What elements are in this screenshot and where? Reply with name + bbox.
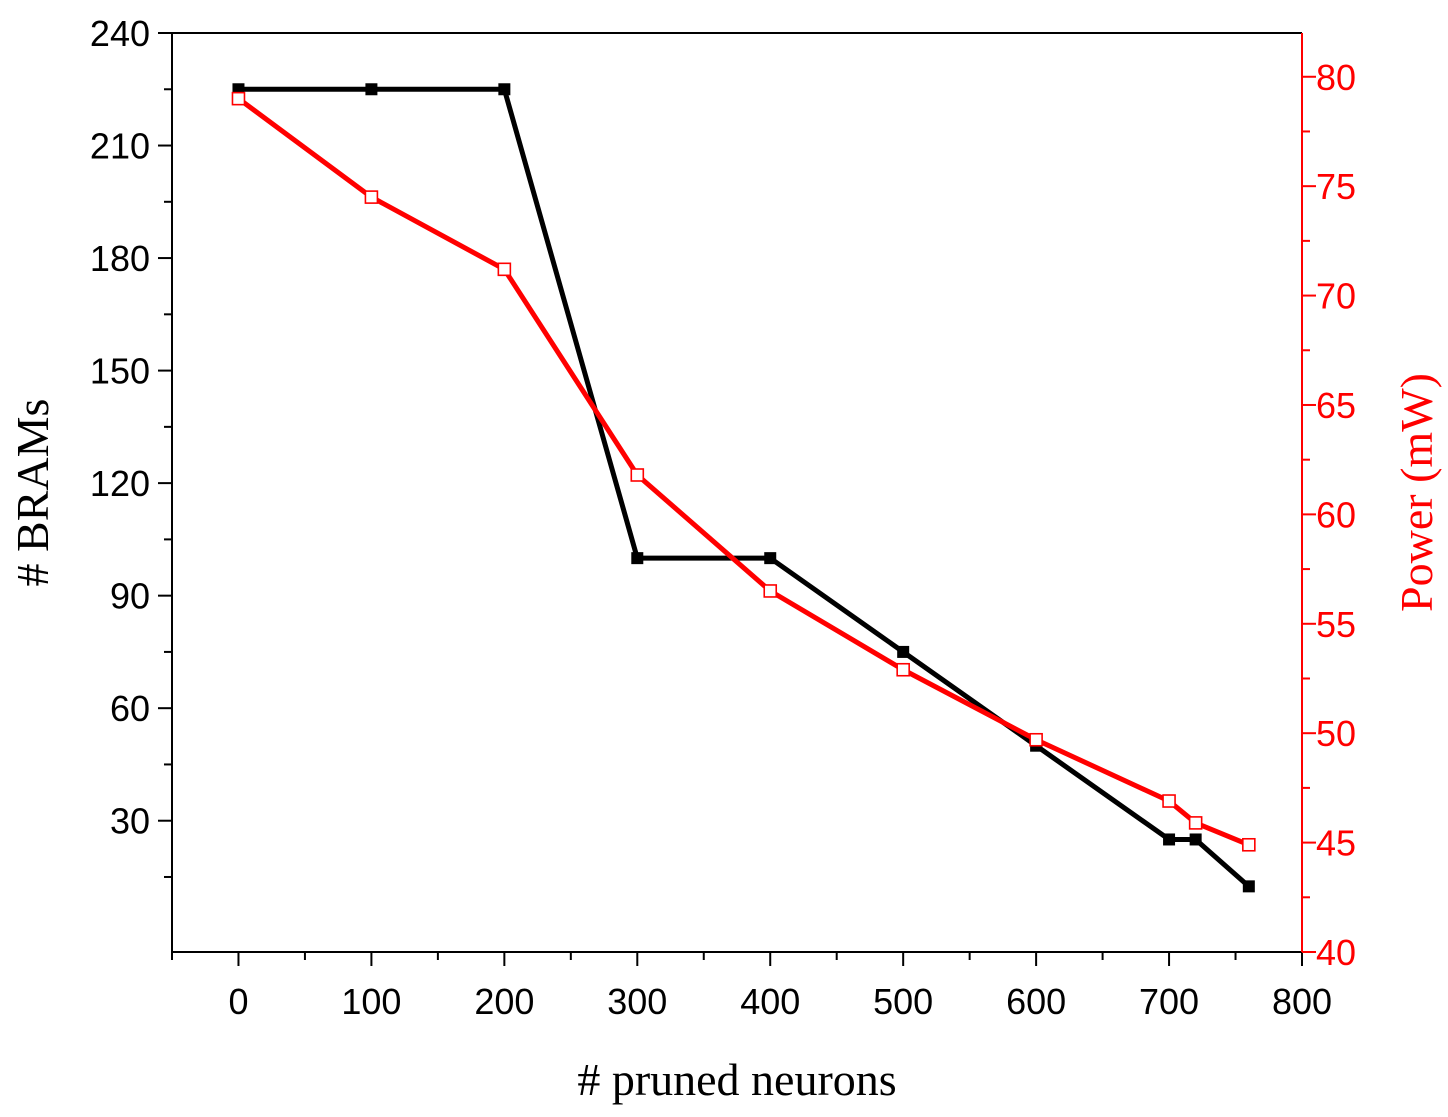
y2-tick-label: 50 bbox=[1316, 713, 1356, 754]
x-tick-label: 500 bbox=[873, 981, 933, 1022]
y2-tick-label: 45 bbox=[1316, 823, 1356, 864]
y-tick-label: 180 bbox=[90, 238, 150, 279]
series-brams bbox=[232, 83, 1255, 893]
y-tick-label: 30 bbox=[110, 801, 150, 842]
y-tick-label: 150 bbox=[90, 351, 150, 392]
power-point bbox=[630, 468, 645, 482]
y2-tick-label: 40 bbox=[1316, 932, 1356, 973]
brams-point bbox=[498, 83, 511, 96]
x-tick-label: 100 bbox=[341, 981, 401, 1022]
y2-tick-label: 70 bbox=[1316, 276, 1356, 317]
brams-point bbox=[897, 645, 910, 658]
power-point bbox=[1188, 816, 1203, 830]
x-tick-label: 600 bbox=[1006, 981, 1066, 1022]
x-axis: 0 100 200 300 400 500 600 700 800 bbox=[171, 952, 1332, 1022]
power-point bbox=[364, 190, 379, 204]
x-tick-label: 200 bbox=[474, 981, 534, 1022]
y2-tick-label: 80 bbox=[1316, 57, 1356, 98]
y-axis-right: 40 45 50 55 60 65 70 75 80 bbox=[1302, 57, 1356, 973]
x-tick-label: 800 bbox=[1272, 981, 1332, 1022]
power-line bbox=[236, 96, 1250, 848]
y2-tick-label: 60 bbox=[1316, 494, 1356, 535]
brams-line bbox=[238, 86, 1251, 889]
y-axis-left: 30 60 90 120 150 180 210 240 bbox=[90, 13, 172, 878]
x-axis-title: # pruned neurons bbox=[577, 1054, 896, 1105]
y2-tick-label: 65 bbox=[1316, 385, 1356, 426]
x-tick-label: 300 bbox=[607, 981, 667, 1022]
power-point bbox=[1162, 794, 1176, 808]
y2-tick-label: 75 bbox=[1316, 166, 1356, 207]
y-axis-title-left: # BRAMs bbox=[7, 399, 58, 587]
brams-point bbox=[631, 552, 644, 565]
power-point bbox=[231, 91, 246, 106]
x-tick-label: 400 bbox=[740, 981, 800, 1022]
y2-tick-label: 55 bbox=[1316, 604, 1356, 645]
brams-point bbox=[1242, 880, 1255, 893]
y-tick-label: 90 bbox=[110, 576, 150, 617]
y-tick-label: 210 bbox=[90, 126, 150, 167]
y-tick-label: 240 bbox=[90, 13, 150, 54]
power-point bbox=[896, 662, 910, 677]
power-point bbox=[497, 262, 512, 277]
series-power bbox=[231, 91, 1256, 852]
y-tick-label: 60 bbox=[110, 688, 150, 729]
power-point bbox=[1029, 732, 1043, 747]
brams-point bbox=[1189, 833, 1202, 846]
brams-point bbox=[764, 552, 777, 565]
x-tick-label: 700 bbox=[1139, 981, 1199, 1022]
brams-point bbox=[365, 83, 378, 96]
y-axis-title-right: Power (mW) bbox=[1391, 373, 1442, 612]
series-layer bbox=[231, 83, 1256, 893]
brams-point bbox=[1163, 833, 1176, 846]
power-point bbox=[1242, 837, 1256, 852]
y-tick-label: 120 bbox=[90, 463, 150, 504]
power-point bbox=[763, 584, 778, 598]
x-tick-label: 0 bbox=[228, 981, 248, 1022]
